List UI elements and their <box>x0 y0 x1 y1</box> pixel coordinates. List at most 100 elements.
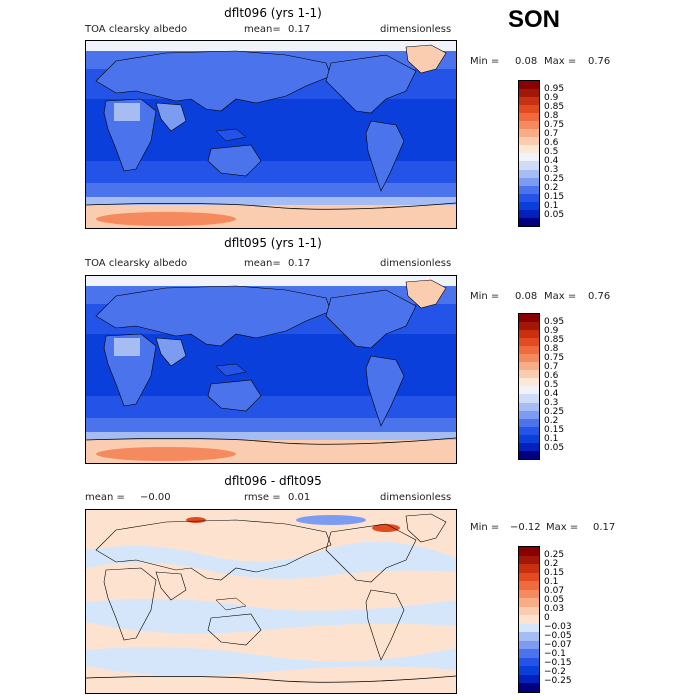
colorbar-label: 0.1 <box>544 576 559 587</box>
panel-3-max-label: Max = <box>546 522 579 533</box>
colorbar-swatch <box>519 547 539 556</box>
colorbar-label: 0.95 <box>544 316 565 327</box>
colorbar-swatch <box>519 346 539 355</box>
panel-1-colorbar-labels: 0.95 0.9 0.85 0.8 0.75 0.7 0.6 0.5 0.4 0.3 0.25 0.2… <box>544 80 584 225</box>
colorbar-swatch <box>519 217 539 226</box>
panel-1-max-label: Max = <box>544 56 577 67</box>
colorbar-swatch <box>519 555 539 565</box>
panel-1-min-value: 0.08 <box>515 56 538 67</box>
colorbar-swatch <box>519 657 539 667</box>
colorbar-label: 0.3 <box>544 165 559 176</box>
colorbar-swatch <box>519 572 539 582</box>
colorbar-swatch <box>519 314 539 323</box>
colorbar-label: 0.4 <box>544 389 559 400</box>
colorbar-swatch <box>519 330 539 339</box>
panel-1-colorbar <box>518 80 540 227</box>
colorbar-swatch <box>519 161 539 170</box>
panel-1-units: dimensionless <box>380 24 452 35</box>
colorbar-swatch <box>519 426 539 435</box>
colorbar-label: −0.05 <box>544 631 572 642</box>
colorbar-swatch <box>519 209 539 218</box>
panel-3-rmse-value: 0.01 <box>288 492 311 503</box>
panel-1-mean-value: 0.17 <box>288 24 311 35</box>
panel-1-max-value: 0.76 <box>588 56 611 67</box>
colorbar-swatch <box>519 606 539 616</box>
panel-2-title: dflt095 (yrs 1-1) <box>224 236 322 250</box>
colorbar-swatch <box>519 201 539 210</box>
panel-3-units: dimensionless <box>380 492 452 503</box>
colorbar-swatch <box>519 193 539 202</box>
panel-1-min-label: Min = <box>470 56 500 67</box>
colorbar-swatch <box>519 598 539 607</box>
colorbar-swatch <box>519 378 539 387</box>
colorbar-label: 0.2 <box>544 416 559 427</box>
colorbar-label: 0.95 <box>544 83 565 94</box>
colorbar-swatch <box>519 649 539 658</box>
colorbar-label: 0.07 <box>544 585 565 596</box>
panel-2-mean-value: 0.17 <box>288 258 311 269</box>
panel-2-units: dimensionless <box>380 258 452 269</box>
colorbar-swatch <box>519 581 539 590</box>
colorbar-label: 0.15 <box>544 425 565 436</box>
colorbar-swatch <box>519 105 539 114</box>
colorbar-swatch <box>519 81 539 90</box>
colorbar-swatch <box>519 564 539 573</box>
colorbar-label: 0.15 <box>544 192 565 203</box>
colorbar-label: 0.1 <box>544 201 559 212</box>
colorbar-swatch <box>519 402 539 411</box>
colorbar-swatch <box>519 615 539 624</box>
colorbar-label: 0.05 <box>544 594 565 605</box>
colorbar-label: 0.9 <box>544 92 559 103</box>
colorbar-swatch <box>519 354 539 363</box>
panel-3-mean-label: mean = <box>85 492 125 503</box>
colorbar-label: 0.25 <box>544 174 565 185</box>
colorbar-label: 0.75 <box>544 352 565 363</box>
colorbar-label: −0.15 <box>544 658 572 669</box>
colorbar-label: 0.7 <box>544 128 559 139</box>
colorbar-label: 0.85 <box>544 101 565 112</box>
colorbar-label: 0.8 <box>544 343 559 354</box>
colorbar-label: 0.5 <box>544 380 559 390</box>
season-label: SON <box>508 6 561 33</box>
colorbar-label: 0 <box>544 613 550 623</box>
colorbar-swatch <box>519 129 539 138</box>
colorbar-swatch <box>519 113 539 122</box>
panel-3-colorbar-labels: 0.25 0.2 0.15 0.1 0.07 0.05 0.03 0 −0.03 −0.05 −0.… <box>544 546 594 691</box>
panel-2-colorbar <box>518 313 540 460</box>
panel-1-title: dflt096 (yrs 1-1) <box>224 6 322 20</box>
colorbar-label: 0.6 <box>544 370 559 381</box>
panel-3-colorbar <box>518 546 540 693</box>
colorbar-label: 0.05 <box>544 210 565 221</box>
panel-3-map-svg <box>86 510 456 693</box>
colorbar-label: 0.25 <box>544 549 565 560</box>
panel-3-title: dflt096 - dflt095 <box>224 474 322 488</box>
colorbar-swatch <box>519 169 539 178</box>
colorbar-swatch <box>519 177 539 186</box>
panel-2-mean-label: mean= <box>244 258 281 269</box>
panel-3-min-value: −0.12 <box>510 522 541 533</box>
panel-2-field-label: TOA clearsky albedo <box>85 258 188 269</box>
panel-3-min-label: Min = <box>470 522 500 533</box>
colorbar-swatch <box>519 640 539 650</box>
panel-1-mean-label: mean= <box>244 24 281 35</box>
colorbar-label: 0.75 <box>544 119 565 130</box>
colorbar-label: 0.2 <box>544 183 559 194</box>
colorbar-label: −0.07 <box>544 640 572 651</box>
colorbar-swatch <box>519 89 539 98</box>
panel-1-field-label: TOA clearsky albedo <box>85 24 188 35</box>
colorbar-swatch <box>519 589 539 599</box>
colorbar-label: −0.25 <box>544 676 572 687</box>
colorbar-swatch <box>519 386 539 395</box>
colorbar-swatch <box>519 145 539 154</box>
colorbar-swatch <box>519 418 539 427</box>
panel-1-map-svg <box>86 41 456 228</box>
colorbar-swatch <box>519 442 539 451</box>
colorbar-label: 0.25 <box>544 407 565 418</box>
colorbar-swatch <box>519 666 539 675</box>
panel-3-rmse-label: rmse = <box>244 492 281 503</box>
colorbar-label: 0.03 <box>544 603 565 614</box>
colorbar-label: 0.2 <box>544 558 559 569</box>
colorbar-label: 0.7 <box>544 361 559 372</box>
colorbar-label: 0.6 <box>544 137 559 148</box>
panel-3-mean-value: −0.00 <box>140 492 171 503</box>
